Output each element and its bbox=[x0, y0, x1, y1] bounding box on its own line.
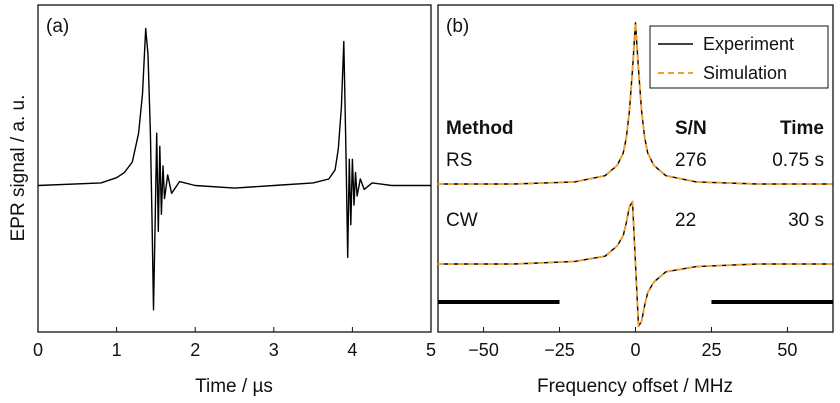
legend: Experiment Simulation bbox=[649, 25, 829, 89]
panel-b-x-ticks: −50 −25 0 25 50 bbox=[468, 327, 797, 360]
experiment-rs-line bbox=[438, 22, 833, 185]
panel-b-x-tick-label: −50 bbox=[468, 340, 499, 360]
table-header-sn: S/N bbox=[675, 118, 707, 139]
results-table: Method S/N Time RS 276 0.75 s CW 22 30 s bbox=[446, 118, 824, 231]
simulation-cw-line bbox=[438, 200, 833, 328]
panel-b-x-tick-label: −25 bbox=[544, 340, 575, 360]
legend-entry-experiment: Experiment bbox=[703, 34, 794, 54]
table-row-cw-method: CW bbox=[446, 210, 478, 231]
panel-a-x-tick-label: 1 bbox=[112, 340, 122, 360]
panel-a-x-ticks: 0 1 2 3 4 5 bbox=[33, 327, 436, 360]
panel-a-label: (a) bbox=[46, 16, 69, 37]
panel-a-x-axis-label: Time / µs bbox=[195, 376, 273, 397]
table-header-method: Method bbox=[446, 118, 514, 139]
y-axis-label: EPR signal / a. u. bbox=[8, 95, 29, 242]
panel-b-x-tick-label: 50 bbox=[777, 340, 797, 360]
table-row-cw-time: 30 s bbox=[788, 210, 824, 231]
panel-b-x-tick-label: 25 bbox=[701, 340, 721, 360]
table-row-cw-sn: 22 bbox=[675, 210, 696, 231]
table-row-rs-method: RS bbox=[446, 150, 472, 171]
panel-a-x-tick-label: 5 bbox=[426, 340, 436, 360]
legend-entry-simulation: Simulation bbox=[703, 63, 787, 83]
panel-a-x-tick-label: 3 bbox=[269, 340, 279, 360]
panel-a-frame bbox=[37, 4, 432, 333]
panel-a-x-tick-label: 2 bbox=[190, 340, 200, 360]
panel-b-label: (b) bbox=[446, 16, 469, 37]
panel-b-x-tick-label: 0 bbox=[630, 340, 640, 360]
legend-box bbox=[649, 25, 829, 89]
panel-a-x-tick-label: 4 bbox=[347, 340, 357, 360]
panel-a-x-tick-label: 0 bbox=[33, 340, 43, 360]
table-row-rs-time: 0.75 s bbox=[772, 150, 824, 171]
panel-b-series bbox=[438, 21, 833, 328]
table-header-time: Time bbox=[780, 118, 824, 139]
panel-a-series bbox=[37, 27, 431, 311]
panel-b-x-axis-label: Frequency offset / MHz bbox=[537, 376, 733, 397]
panel-a-signal-line bbox=[37, 27, 431, 311]
table-row-rs-sn: 276 bbox=[675, 150, 707, 171]
